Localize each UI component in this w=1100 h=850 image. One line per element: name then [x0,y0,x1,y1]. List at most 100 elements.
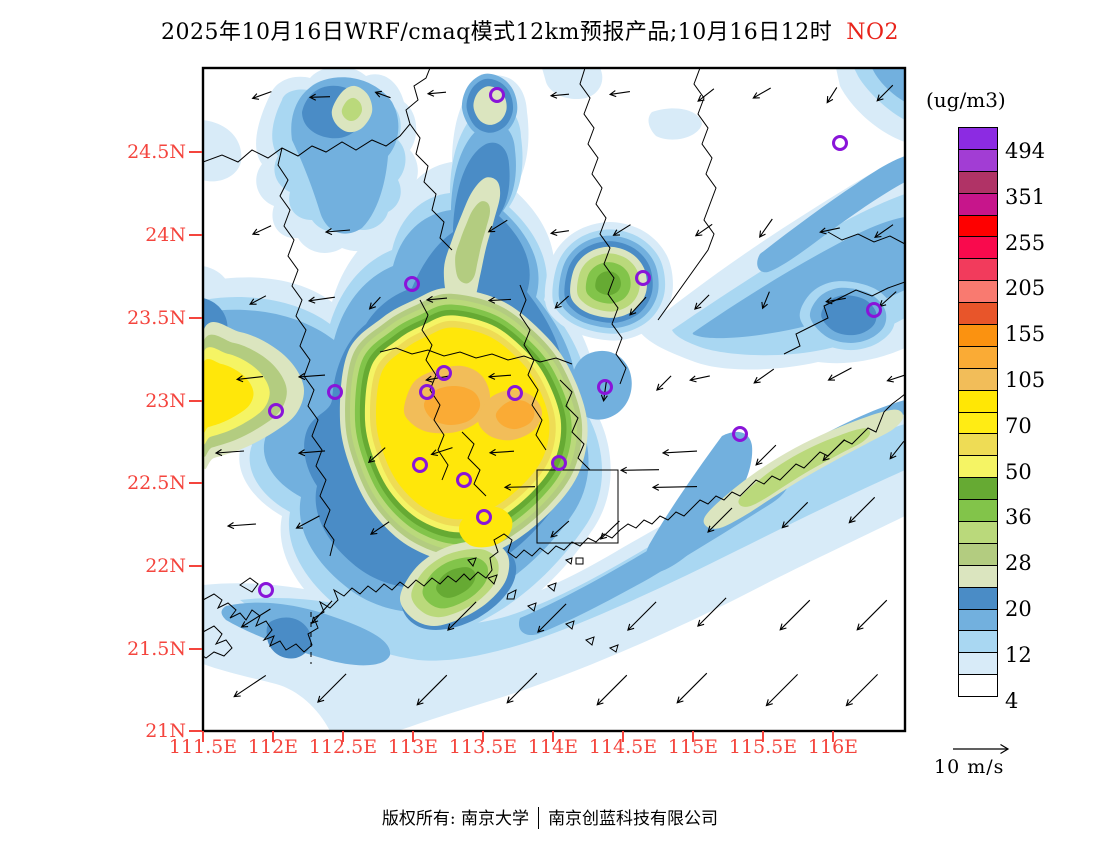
station-marker [507,385,523,401]
lat-tick [189,482,202,484]
wind-arrow-icon [694,294,710,310]
lon-label: 114E [527,736,579,758]
colorbar-segment [958,302,998,326]
colorbar-tick-label: 494 [1005,138,1046,163]
colorbar-segment [958,586,998,610]
colorbar-unit-label: (ug/m3) [926,88,1006,112]
wind-arrow-icon [506,672,538,704]
colorbar-segment [958,148,998,172]
wind-arrow-icon [308,93,331,101]
wind-arrow-icon [765,674,798,707]
footer-owner: 版权所有: 南京大学 [381,809,530,829]
colorbar-segment [958,258,998,282]
contour-plume-stem [455,201,491,284]
station-marker [436,365,452,381]
wind-arrow-icon [487,296,512,304]
colorbar-tick-label: 50 [1005,459,1032,484]
station-marker [456,472,472,488]
lat-label: 23N [145,390,186,412]
wind-arrow-icon [554,295,570,309]
wind-arrow-icon [761,291,770,310]
wind-arrow-icon [651,483,698,491]
wind-arrow-icon [487,372,512,380]
lon-tick [272,731,274,742]
lon-label: 114.5E [588,736,658,758]
wind-arrow-icon [697,597,727,627]
colorbar-segment [958,433,998,457]
wind-arrow-icon [600,381,608,403]
lon-tick [342,731,344,742]
lon-label: 111.5E [168,736,238,758]
lon-tick [622,731,624,742]
colorbar-segment [958,389,998,413]
colorbar-segment [958,324,998,347]
lon-label: 113.5E [448,736,518,758]
wind-arrow-icon [311,600,333,624]
wind-arrow-icon [488,448,515,457]
station-marker [258,582,274,598]
colorbar [958,127,998,698]
wind-arrow-icon [416,674,448,706]
wind-arrow-icon [240,608,271,628]
wind-arrow-icon [755,444,777,466]
colorbar-segment [958,127,998,150]
wind-arrow-icon [889,440,905,460]
wind-arrow-icon [251,225,272,236]
wind-arrow-icon [781,501,809,529]
colorbar-tick-label: 70 [1005,413,1032,438]
wind-arrow-icon [317,673,347,703]
page-title: 2025年10月16日WRF/cmaq模式12km预报产品;10月16日12时 N… [0,14,1060,46]
colorbar-tick-label: 28 [1005,551,1032,576]
wind-arrow-icon [697,88,715,102]
wind-arrow-icon [251,91,272,100]
station-marker [404,276,420,292]
lat-label: 21N [145,720,186,742]
station-marker [476,509,492,525]
lon-label: 116E [807,736,859,758]
footer-company: 南京创蓝科技有限公司 [548,809,719,829]
wind-arrow-icon [295,515,320,529]
wind-arrow-icon [324,228,351,236]
contour-south-coast-strip [436,567,476,598]
wind-arrow-icon [503,483,536,491]
colorbar-tick-label: 205 [1005,276,1046,301]
colorbar-tick-label: 155 [1005,322,1046,347]
wind-arrow-icon [822,439,846,462]
wind-arrow-icon [848,496,876,524]
wind-arrow-icon [656,375,672,391]
wind-arrow-icon [676,672,708,704]
contour-right-dark-blob [821,295,877,336]
wind-arrow-icon [825,297,846,305]
colorbar-segment [958,214,998,238]
lon-tick [412,731,414,742]
contour-orange-west-core [423,385,481,426]
wind-arrow-layer [214,84,905,707]
contour-fill-layer [203,68,905,731]
colorbar-segment [958,455,998,479]
lon-label: 113E [387,736,439,758]
wind-arrow-icon [426,89,447,97]
colorbar-segment [958,564,998,588]
colorbar-segment [958,345,998,369]
contour-east-green-blob [595,271,621,296]
colorbar-segment [958,608,998,632]
lat-label: 22N [145,555,186,577]
colorbar-segment [958,499,998,523]
wind-arrow-icon [368,296,381,310]
contour-orange-east-core [495,400,535,430]
colorbar-segment [958,192,998,216]
wind-arrow-icon [235,375,263,383]
colorbar-tick-label: 12 [1005,642,1032,667]
wind-arrow-icon [689,375,710,383]
lon-label: 112E [247,736,299,758]
lat-label: 21.5N [127,638,186,660]
wind-arrow-icon [367,447,386,464]
copyright-footer: 版权所有: 南京大学 南京创蓝科技有限公司 [0,804,1100,829]
wind-arrow-icon [297,449,326,457]
wind-arrow-icon [214,449,245,457]
lat-label: 24.5N [127,141,186,163]
lon-tick [692,731,694,742]
wind-arrow-icon [608,90,630,98]
wind-arrow-icon [886,374,905,383]
